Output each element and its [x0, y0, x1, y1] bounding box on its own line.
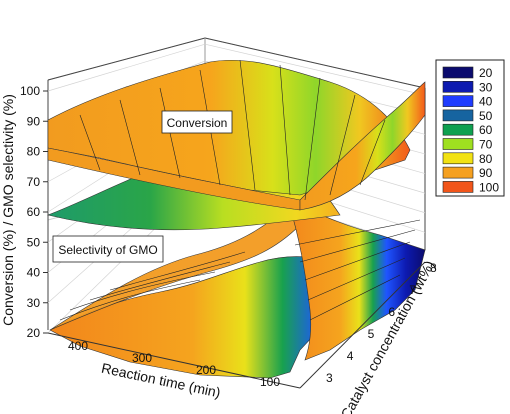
legend-label: 30 [479, 80, 493, 94]
selectivity-label-rect [52, 235, 164, 263]
legend-swatch [442, 138, 474, 150]
z-tick-label: 80 [27, 145, 41, 159]
selectivity-label: Selectivity of GMO [58, 243, 157, 257]
z-tick-label: 60 [27, 205, 41, 219]
selectivity-label-box: Selectivity of GMO [52, 235, 164, 263]
selectivity-contours [59, 219, 421, 321]
legend-swatch [442, 152, 474, 165]
y-axis-line [299, 261, 426, 389]
selectivity-surface [49, 199, 426, 379]
legend-label: 90 [479, 166, 493, 180]
selectivity-front-slope [287, 199, 426, 361]
y-tick-label: 4 [347, 349, 354, 363]
conversion-right-rise [299, 81, 426, 211]
conversion-label: Conversion [167, 116, 228, 130]
z-tick-label: 40 [27, 266, 41, 280]
z-gridline-left [47, 43, 206, 92]
y-tick-label: 3 [326, 371, 333, 385]
conversion-label-box: Conversion [161, 110, 233, 134]
x-tick-label: 300 [132, 351, 152, 365]
z-tick-label: 70 [27, 175, 41, 189]
legend-swatch [442, 66, 474, 79]
z-tick-label: 30 [27, 296, 41, 310]
y-tick-label: 6 [388, 305, 395, 319]
z-axis-title: Conversion (%) / GMO selectivity (%) [0, 94, 16, 326]
x-tick-label: 400 [68, 339, 88, 353]
legend-label: 80 [479, 152, 493, 166]
x-axis-line [47, 332, 301, 389]
legend-label: 20 [479, 66, 493, 80]
z-gridline-right [204, 43, 426, 96]
z-tick-label: 20 [27, 326, 41, 340]
legend-swatch [442, 181, 474, 193]
z-tick-label: 50 [27, 235, 41, 249]
legend-swatch [442, 81, 474, 93]
legend-label: 60 [479, 123, 493, 137]
z-axis: 20 30 40 50 60 70 80 90 100 [20, 84, 48, 340]
legend-swatch [442, 109, 474, 122]
x-tick-label: 100 [260, 375, 280, 389]
x-axis: 400 300 200 100 [47, 332, 301, 389]
y-tick-label: 5 [368, 327, 375, 341]
legend-label: 40 [479, 95, 493, 109]
legend-swatch [442, 95, 474, 107]
legend-swatch [442, 166, 474, 179]
legend-label: 70 [479, 138, 493, 152]
z-tick-label: 90 [27, 114, 41, 128]
x-tick-label: 200 [196, 363, 216, 377]
legend-swatch [442, 123, 474, 136]
conversion-label-rect [161, 110, 233, 134]
y-tick-label: 8 [430, 261, 437, 275]
z-tick-label: 100 [20, 84, 40, 98]
legend-label: 50 [479, 109, 493, 123]
y-tick-label: 7 [409, 283, 416, 297]
legend-label: 100 [479, 180, 499, 194]
